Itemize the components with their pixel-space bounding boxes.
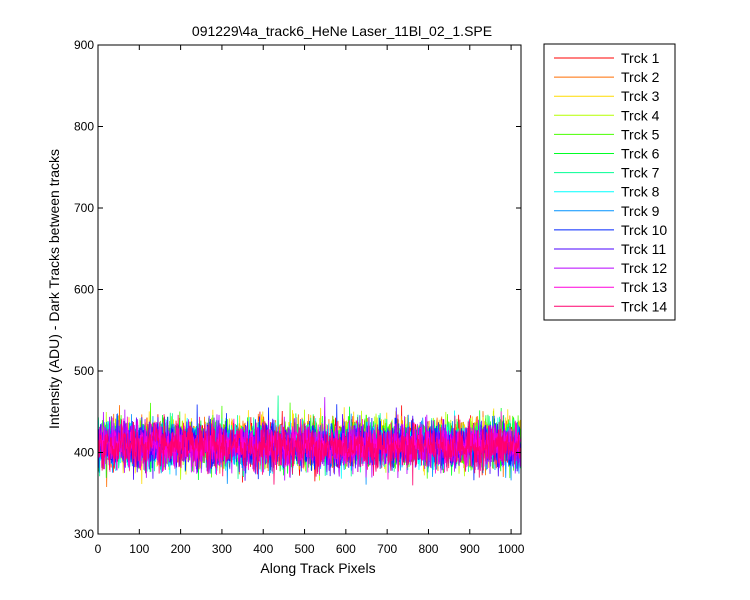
legend-entry: Trck 12 xyxy=(554,260,667,276)
legend-label: Trck 7 xyxy=(621,165,660,181)
legend-entry: Trck 9 xyxy=(554,203,660,219)
legend-label: Trck 2 xyxy=(621,69,660,85)
x-tick-label: 100 xyxy=(129,542,149,556)
series-lines xyxy=(97,395,521,487)
y-tick-label: 800 xyxy=(74,120,94,134)
x-axis-label: Along Track Pixels xyxy=(260,560,375,576)
chart-title: 091229\4a_track6_HeNe Laser_11Bl_02_1.SP… xyxy=(192,23,492,39)
x-tick-label: 1000 xyxy=(498,542,525,556)
legend-label: Trck 1 xyxy=(621,50,660,66)
legend-entry: Trck 4 xyxy=(554,107,660,123)
legend-label: Trck 9 xyxy=(621,203,660,219)
x-tick-label: 200 xyxy=(171,542,191,556)
legend-entry: Trck 14 xyxy=(554,298,667,314)
legend-label: Trck 10 xyxy=(621,222,667,238)
legend-label: Trck 11 xyxy=(621,241,666,257)
legend-entry: Trck 5 xyxy=(554,126,660,142)
legend-box xyxy=(543,43,676,321)
legend-label: Trck 13 xyxy=(621,279,667,295)
x-tick-label: 300 xyxy=(212,542,232,556)
x-axis-ticks: 0 100 200 300 400 500 600 700 800 900 1000 xyxy=(95,45,525,556)
legend-entry: Trck 11 xyxy=(554,241,666,257)
legend-label: Trck 4 xyxy=(621,107,660,123)
series-line-trck-14 xyxy=(97,414,521,486)
legend-entry: Trck 10 xyxy=(554,222,667,238)
x-tick-label: 700 xyxy=(377,542,397,556)
x-tick-label: 400 xyxy=(253,542,273,556)
legend-entry: Trck 1 xyxy=(554,50,660,66)
y-tick-label: 500 xyxy=(74,364,94,378)
legend-entry: Trck 8 xyxy=(554,184,660,200)
legend-entry: Trck 6 xyxy=(554,146,660,162)
legend-label: Trck 6 xyxy=(621,146,660,162)
y-tick-label: 900 xyxy=(74,38,94,52)
x-tick-label: 0 xyxy=(95,542,102,556)
y-tick-label: 600 xyxy=(74,283,94,297)
y-tick-label: 300 xyxy=(74,527,94,541)
y-tick-label: 700 xyxy=(74,201,94,215)
legend-entry: Trck 7 xyxy=(554,165,660,181)
legend-label: Trck 3 xyxy=(621,88,660,104)
legend-label: Trck 14 xyxy=(621,298,667,314)
legend: Trck 1 Trck 2 Trck 3 Trck 4 Trck 5 Trck 6 Trck… xyxy=(543,43,676,321)
y-tick-label: 400 xyxy=(74,446,94,460)
legend-label: Trck 5 xyxy=(621,126,660,142)
x-tick-label: 600 xyxy=(336,542,356,556)
legend-label: Trck 8 xyxy=(621,184,660,200)
x-tick-label: 500 xyxy=(295,542,315,556)
y-axis-label: Intensity (ADU) - Dark Tracks between tr… xyxy=(46,149,62,429)
x-tick-label: 900 xyxy=(460,542,480,556)
legend-label: Trck 12 xyxy=(621,260,667,276)
legend-entry: Trck 3 xyxy=(554,88,660,104)
legend-items: Trck 1 Trck 2 Trck 3 Trck 4 Trck 5 Trck 6 Trck… xyxy=(554,50,667,314)
legend-entry: Trck 2 xyxy=(554,69,660,85)
legend-entry: Trck 13 xyxy=(554,279,667,295)
y-axis-ticks: 300 400 500 600 700 800 900 xyxy=(74,38,521,541)
x-tick-label: 800 xyxy=(418,542,438,556)
